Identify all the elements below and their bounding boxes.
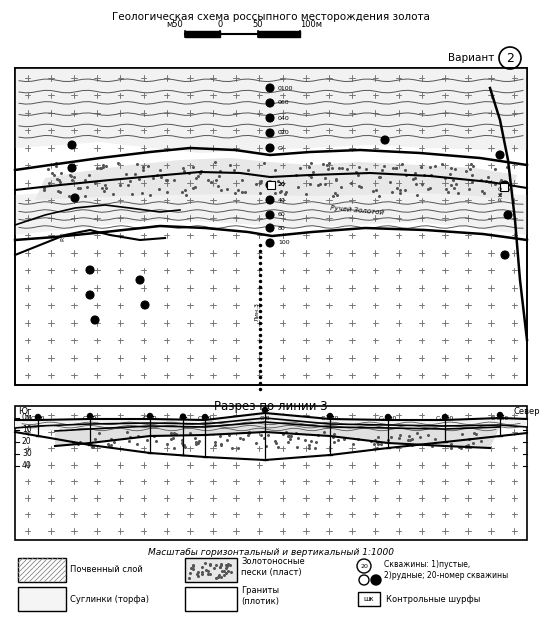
Bar	[267, 181, 275, 189]
Circle shape	[442, 415, 448, 420]
Circle shape	[385, 415, 390, 420]
Text: Ручей Золотой: Ручей Золотой	[330, 205, 384, 216]
Circle shape	[266, 196, 274, 204]
Bar	[18, 558, 66, 582]
Text: Скважины: 1)пустые,
2)рудные; 20-номер скважины: Скважины: 1)пустые, 2)рудные; 20-номер с…	[384, 560, 508, 580]
Text: 20: 20	[360, 563, 368, 568]
Bar	[358, 592, 380, 606]
Text: 0м: 0м	[22, 413, 33, 422]
Text: Юг: Юг	[18, 408, 31, 417]
Circle shape	[498, 413, 502, 417]
Text: O: O	[278, 145, 283, 150]
Text: 20: 20	[278, 182, 286, 187]
Circle shape	[266, 114, 274, 122]
Bar	[15, 68, 527, 385]
Text: 30: 30	[22, 450, 32, 458]
Bar	[185, 587, 237, 611]
Text: 100м: 100м	[300, 20, 322, 29]
Text: Суглинки (торфа): Суглинки (торфа)	[70, 594, 149, 603]
Text: Почвенный слой: Почвенный слой	[70, 566, 143, 575]
Circle shape	[35, 415, 41, 420]
Text: С-80: С-80	[31, 416, 45, 421]
Circle shape	[501, 251, 509, 259]
Text: 0100: 0100	[278, 86, 294, 91]
Text: 40: 40	[278, 197, 286, 203]
Text: 020: 020	[278, 131, 290, 135]
Polygon shape	[15, 68, 527, 153]
Text: 60: 60	[278, 213, 286, 218]
Circle shape	[141, 301, 149, 309]
Circle shape	[496, 151, 504, 159]
Text: Контрольные шурфы: Контрольные шурфы	[386, 594, 480, 603]
Text: м50: м50	[166, 20, 183, 29]
Circle shape	[266, 239, 274, 247]
Circle shape	[381, 136, 389, 144]
Text: 100: 100	[278, 241, 289, 246]
Circle shape	[266, 144, 274, 152]
Circle shape	[501, 181, 509, 189]
Text: шк: шк	[178, 416, 188, 421]
Circle shape	[266, 99, 274, 107]
Text: Север: Север	[513, 408, 540, 417]
Bar	[185, 558, 237, 582]
Polygon shape	[55, 422, 500, 448]
Text: 0: 0	[217, 20, 223, 29]
Circle shape	[504, 211, 512, 219]
Polygon shape	[15, 413, 527, 428]
Bar	[15, 406, 527, 540]
Circle shape	[86, 266, 94, 274]
Text: 10: 10	[22, 425, 31, 434]
Text: 20: 20	[22, 438, 31, 446]
Text: Разрез по линии 3: Разрез по линии 3	[214, 400, 328, 413]
Circle shape	[371, 575, 381, 585]
Text: 2: 2	[506, 51, 514, 65]
Polygon shape	[35, 158, 517, 200]
Circle shape	[266, 129, 274, 137]
Circle shape	[91, 316, 99, 324]
Text: С-080: С-080	[491, 416, 509, 421]
Text: Лин.3: Лин.3	[255, 302, 260, 321]
Circle shape	[136, 276, 144, 284]
Text: С-020: С-020	[321, 416, 339, 421]
Circle shape	[266, 224, 274, 232]
Text: Граниты
(плотик): Граниты (плотик)	[241, 586, 279, 606]
Text: 040: 040	[278, 116, 290, 121]
Polygon shape	[15, 418, 527, 431]
Text: С-040: С-040	[379, 416, 397, 421]
Bar	[15, 68, 527, 385]
Circle shape	[262, 408, 268, 413]
Text: С-060: С-060	[436, 416, 454, 421]
Text: С-40: С-40	[143, 416, 157, 421]
Circle shape	[87, 413, 93, 418]
Bar	[500, 183, 508, 191]
Circle shape	[203, 415, 208, 420]
Text: Масштабы горизонтальный и вертикальный 1:1000: Масштабы горизонтальный и вертикальный 1…	[148, 548, 394, 557]
Text: С-0: С-0	[260, 416, 270, 421]
Circle shape	[266, 181, 274, 189]
Text: шк: шк	[364, 596, 375, 602]
Text: Золотоносные
пески (пласт): Золотоносные пески (пласт)	[241, 558, 305, 577]
Polygon shape	[15, 180, 527, 235]
Circle shape	[68, 141, 76, 149]
Text: С-60: С-60	[83, 416, 97, 421]
Circle shape	[266, 84, 274, 92]
Text: Р.0: Р.0	[60, 232, 65, 241]
Text: Вариант: Вариант	[448, 53, 494, 63]
Bar	[18, 587, 66, 611]
Text: 80: 80	[278, 225, 286, 231]
Text: 40: 40	[22, 462, 32, 471]
Circle shape	[86, 291, 94, 299]
Circle shape	[147, 413, 152, 418]
Text: С-20: С-20	[198, 416, 212, 421]
Circle shape	[327, 413, 332, 418]
Circle shape	[68, 164, 76, 172]
Text: 50: 50	[253, 20, 263, 29]
Text: 20: 20	[278, 182, 286, 187]
Circle shape	[266, 211, 274, 219]
Text: Р.К.0: Р.К.0	[498, 185, 503, 201]
Circle shape	[180, 414, 185, 419]
Circle shape	[71, 194, 79, 202]
Text: 060: 060	[278, 100, 289, 105]
Text: Геологическая схема россыпного месторождения золота: Геологическая схема россыпного месторожд…	[112, 12, 430, 22]
